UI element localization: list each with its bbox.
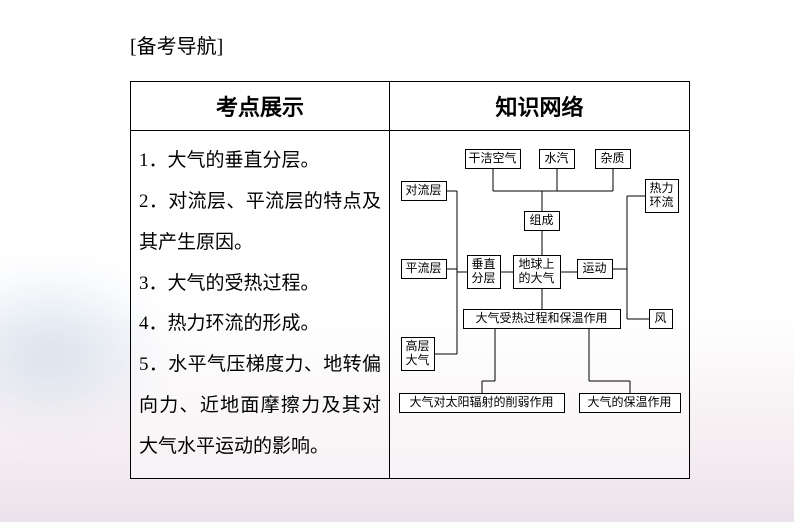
node-pingliu: 平流层 [401, 259, 447, 279]
node-zazhi: 杂质 [595, 149, 631, 169]
node-xueruo: 大气对太阳辐射的削弱作用 [399, 393, 565, 413]
node-chuizhi: 垂直 分层 [467, 255, 501, 289]
node-reli: 热力 环流 [645, 179, 679, 213]
exam-points-text: 1．大气的垂直分层。 2．对流层、平流层的特点及其产生原因。 3．大气的受热过程… [131, 131, 389, 478]
node-feng: 风 [649, 309, 673, 329]
node-shuiqi: 水汽 [539, 149, 575, 169]
node-zucheng: 组成 [524, 211, 560, 231]
header-knowledge-network: 知识网络 [390, 82, 690, 131]
main-table: 考点展示 知识网络 1．大气的垂直分层。 2．对流层、平流层的特点及其产生原因。… [130, 81, 690, 479]
node-yundong: 运动 [577, 259, 613, 279]
node-duiliu: 对流层 [401, 181, 447, 201]
header-exam-points: 考点展示 [131, 82, 390, 131]
node-baowen: 大气的保温作用 [579, 393, 681, 413]
node-gaoceng: 高层 大气 [401, 337, 435, 371]
knowledge-network-diagram: 干洁空气水汽杂质对流层 热力 环流组成平流层垂直 分层地球上 的大气运动大气受热过… [395, 145, 685, 455]
node-daqishou: 大气受热过程和保温作用 [463, 309, 621, 329]
node-ganjie: 干洁空气 [465, 149, 521, 169]
node-earth: 地球上 的大气 [513, 255, 561, 289]
page-title: [备考导航] [130, 30, 754, 59]
